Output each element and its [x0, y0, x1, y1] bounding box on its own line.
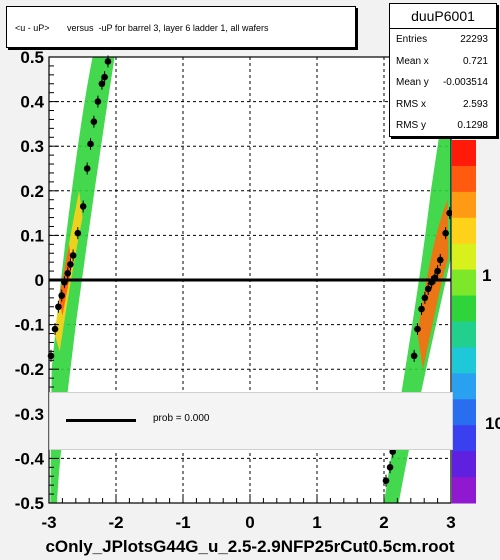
palette-swatch	[452, 425, 476, 452]
data-point	[51, 325, 59, 333]
palette-swatch	[452, 477, 476, 504]
data-point	[446, 209, 453, 217]
y-tick-label: -0.5	[15, 494, 44, 513]
data-point	[101, 73, 108, 81]
data-point	[64, 270, 72, 277]
data-point	[94, 98, 102, 105]
stats-value: 22293	[460, 34, 488, 45]
x-tick-label: -3	[41, 513, 56, 532]
y-tick-label: 0.4	[20, 93, 44, 112]
data-point	[58, 292, 66, 299]
data-point	[434, 267, 441, 275]
axes	[48, 56, 452, 504]
stats-value: 2.593	[462, 98, 488, 110]
palette-swatch	[452, 399, 476, 426]
data-point	[410, 352, 418, 360]
palette-swatch	[452, 373, 476, 400]
stats-value: -0.003514	[442, 77, 488, 88]
data-point	[61, 278, 68, 286]
y-tick-label: 0.1	[20, 226, 44, 245]
x-tick-label: 1	[312, 513, 321, 532]
stats-row-rms-x: RMS x 2.593	[390, 94, 496, 116]
palette-swatch	[452, 295, 476, 322]
y-tick-label: 0	[35, 271, 44, 290]
stats-value: 0.1298	[457, 120, 488, 131]
palette-swatch	[452, 243, 476, 271]
stats-key: Mean y	[396, 77, 429, 88]
stats-row-entries: Entries 22293	[390, 29, 496, 51]
data-point	[83, 165, 91, 172]
data-point	[104, 58, 112, 65]
y-tick-label: -0.2	[15, 360, 44, 379]
data-point	[74, 229, 82, 237]
data-point	[87, 140, 94, 148]
data-point	[69, 252, 77, 259]
y-tick-label: 0.3	[20, 137, 44, 156]
y-tick-label: 0.5	[20, 48, 44, 67]
data-point	[431, 274, 439, 282]
stats-key: Entries	[396, 34, 428, 45]
tick-labels: -3 -2 -1 0 1 2 3 0.5 0.4 0.3 0.2 0.1 0 -0.1 -0.2 -0.3 -0…	[15, 48, 456, 532]
stats-row-mean-x: Mean x 0.721	[390, 51, 496, 73]
stats-key: Mean x	[396, 55, 429, 67]
y-tick-label: -0.3	[15, 405, 44, 424]
x-tick-label: 3	[446, 513, 455, 532]
data-point	[414, 325, 421, 333]
data-point	[442, 229, 449, 237]
palette-swatch	[452, 269, 476, 297]
data-point	[421, 294, 429, 302]
data-point	[382, 477, 390, 485]
color-palette	[452, 140, 476, 504]
x-tick-label: -2	[108, 513, 123, 532]
legend-label: prob = 0.000	[153, 413, 210, 424]
data-point	[418, 305, 425, 313]
stats-row-mean-y: Mean y -0.003514	[390, 72, 496, 94]
palette-swatch	[452, 217, 476, 245]
data-point	[436, 256, 444, 264]
stats-box: duuP6001 Entries 22293 Mean x 0.721 Mean y…	[389, 3, 497, 137]
profile-points	[47, 55, 453, 487]
legend-line-swatch	[66, 419, 136, 422]
palette-swatch	[452, 140, 476, 167]
palette-label-1: 1	[482, 266, 492, 285]
palette-swatch	[452, 165, 476, 193]
data-point	[55, 303, 62, 311]
data-point	[90, 118, 98, 125]
y-tick-label: 0.2	[20, 182, 44, 201]
stats-key: RMS x	[396, 98, 426, 110]
density-band-left	[50, 57, 115, 503]
palette-swatch	[452, 191, 476, 219]
data-point	[386, 464, 394, 471]
x-tick-label: 2	[379, 513, 388, 532]
palette-swatch	[452, 451, 476, 478]
data-point	[389, 448, 397, 456]
stats-row-rms-y: RMS y 0.1298	[390, 115, 496, 137]
data-point	[98, 80, 106, 88]
stats-value: 0.721	[462, 55, 488, 67]
stats-title: duuP6001	[390, 4, 496, 29]
palette-swatch	[452, 321, 476, 348]
footer-filename: cOnly_JPlotsG44G_u_2.5-2.9NFP25rCut0.5cm…	[45, 537, 455, 556]
stats-key: RMS y	[396, 120, 426, 131]
legend-box: prob = 0.000	[49, 392, 453, 450]
data-point	[67, 261, 74, 268]
y-tick-label: -0.1	[15, 316, 44, 335]
y-tick-label: -0.4	[15, 449, 45, 468]
data-point	[424, 285, 432, 293]
palette-swatch	[452, 347, 476, 374]
data-point	[79, 203, 87, 210]
palette-label-10: 10	[485, 414, 500, 433]
plot-title: <u - uP> versus -uP for barrel 3, layer …	[6, 6, 356, 48]
x-tick-label: -1	[175, 513, 190, 532]
x-tick-label: 0	[245, 513, 254, 532]
